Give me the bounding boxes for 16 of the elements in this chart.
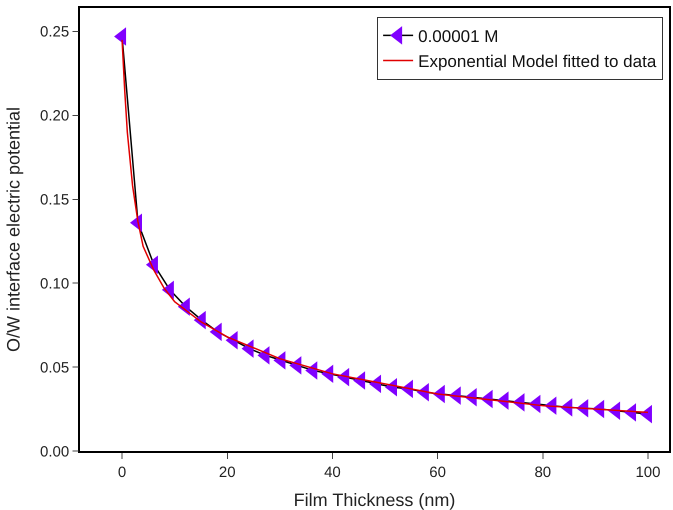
x-axis-title: Film Thickness (nm) xyxy=(294,490,456,510)
y-tick-label: 0.20 xyxy=(40,108,70,125)
legend-label: Exponential Model fitted to data xyxy=(418,52,657,72)
y-tick-label: 0.00 xyxy=(40,443,70,460)
y-tick-label: 0.15 xyxy=(40,192,70,209)
y-axis-title: O/W interface electric potential xyxy=(4,106,24,352)
x-tick-label: 20 xyxy=(218,464,236,481)
y-tick-label: 0.25 xyxy=(40,24,70,41)
x-tick-label: 80 xyxy=(534,464,552,481)
legend-label: 0.00001 M xyxy=(418,27,498,46)
x-tick-label: 0 xyxy=(118,464,126,481)
y-tick-label: 0.05 xyxy=(40,359,70,376)
x-tick-label: 100 xyxy=(635,464,660,481)
x-tick-label: 60 xyxy=(429,464,446,481)
x-tick-label: 40 xyxy=(324,464,341,481)
y-tick-label: 0.10 xyxy=(40,275,70,292)
